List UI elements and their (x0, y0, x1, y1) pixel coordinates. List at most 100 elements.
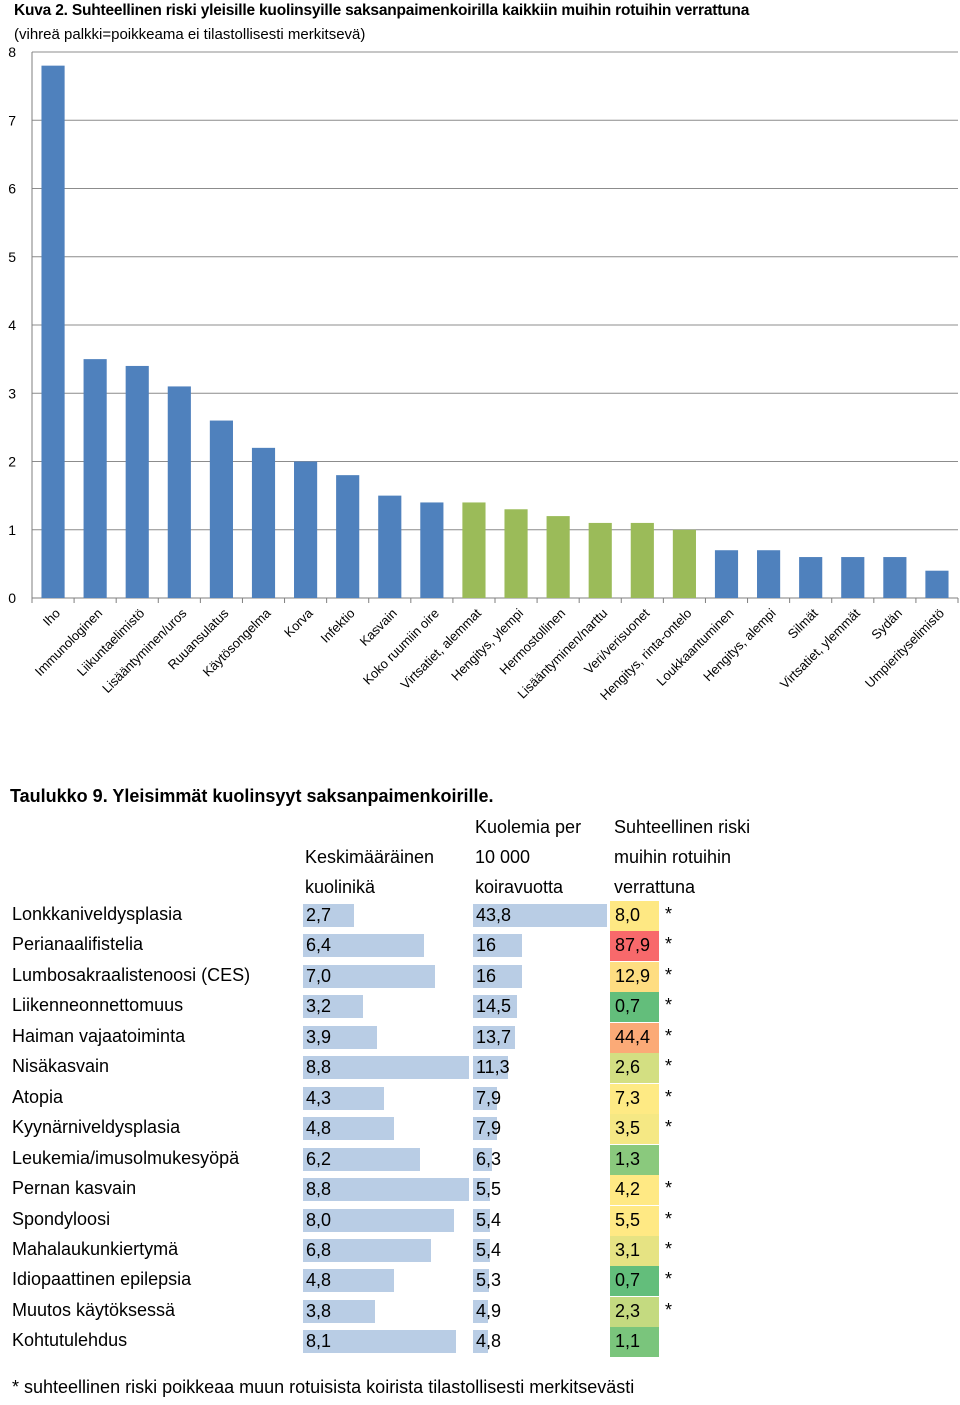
risk-value: 8,0 (615, 905, 641, 925)
risk-value: 44,4 (615, 1026, 651, 1047)
significance-star: * (665, 1086, 673, 1107)
bar-chart: 012345678IhoImmunologinenLiikuntaelimist… (8, 44, 959, 703)
deaths-databar (473, 1086, 498, 1110)
bar-8 (378, 495, 402, 598)
bar-20 (883, 557, 907, 598)
risk-cell: 2,6 (610, 1053, 659, 1084)
age-databar (303, 1299, 375, 1323)
y-tick-label: 3 (8, 385, 16, 401)
x-tick-label: Loukkaantuminen (653, 606, 736, 689)
y-tick-label: 1 (8, 522, 16, 538)
significance-star: * (665, 1238, 673, 1259)
table-row: Lumbosakraalistenoosi (CES) 7,0 16 12,9 * (0, 961, 960, 992)
bar-14 (630, 522, 654, 598)
bar-5 (251, 447, 276, 598)
row-name: Mahalaukunkiertymä (12, 1238, 179, 1259)
deaths-value: 5,4 (476, 1239, 502, 1260)
table-row: Kyynärniveldysplasia 4,8 7,9 3,5 * (0, 1114, 960, 1145)
bar-6 (294, 461, 318, 598)
table-title: Taulukko 9. Yleisimmät kuolinsyyt saksan… (10, 786, 494, 806)
significance-star: * (665, 904, 673, 924)
deaths-value: 4,9 (476, 1300, 502, 1321)
significance-star: * (665, 1299, 673, 1320)
age-databar (303, 1117, 394, 1141)
deaths-databar (473, 1117, 498, 1141)
deaths-databar (473, 1147, 493, 1171)
x-tick-label: Umpierityselimistö (862, 606, 947, 691)
risk-value: 1,1 (615, 1331, 641, 1352)
age-value: 6,4 (306, 935, 332, 956)
bar-0 (41, 65, 65, 598)
table-row: Kohtutulehdus 8,1 4,8 1,1 (0, 1327, 960, 1358)
risk-value: 87,9 (615, 935, 651, 956)
row-name: Idiopaattinen epilepsia (12, 1269, 192, 1290)
y-tick-label: 6 (8, 181, 16, 197)
risk-cell: 8,0 (610, 901, 659, 931)
age-value: 8,8 (306, 1057, 332, 1078)
deaths-value: 11,3 (476, 1057, 510, 1078)
age-value: 6,2 (306, 1148, 332, 1169)
deaths-value: 7,9 (476, 1118, 502, 1139)
table-row: Perianaalifistelia 6,4 16 87,9 * (0, 931, 960, 962)
risk-cell: 12,9 (610, 961, 659, 992)
risk-value: 0,7 (615, 1270, 641, 1291)
significance-star: * (665, 1178, 673, 1199)
deaths-databar (473, 995, 518, 1019)
bar-9 (420, 502, 444, 598)
x-tick-label: Virtsatiet, ylemmät (777, 605, 863, 691)
risk-value: 7,3 (615, 1087, 641, 1108)
age-databar (303, 1056, 469, 1080)
deaths-databar (473, 904, 607, 927)
bar-7 (336, 475, 360, 598)
bar-1 (83, 359, 107, 598)
significance-star: * (665, 1208, 673, 1229)
y-tick-label: 8 (8, 44, 16, 60)
deaths-value: 6,3 (476, 1148, 502, 1169)
deaths-value: 7,9 (476, 1087, 502, 1108)
age-databar (303, 964, 436, 988)
row-name: Nisäkasvain (12, 1056, 110, 1077)
bar-13 (588, 522, 612, 598)
risk-value: 5,5 (615, 1209, 641, 1230)
significance-star: * (665, 964, 673, 985)
row-name: Perianaalifistelia (12, 934, 144, 955)
bar-15 (672, 529, 696, 598)
bar-11 (504, 509, 528, 598)
risk-cell: 0,7 (610, 1266, 659, 1297)
deaths-value: 5,5 (476, 1179, 502, 1200)
row-name: Spondyloosi (12, 1208, 111, 1229)
bar-3 (167, 386, 191, 598)
age-databar (303, 1086, 385, 1110)
age-databar (303, 1025, 377, 1049)
deaths-value: 43,8 (476, 905, 512, 925)
x-tick-label: Koko ruumiin oire (360, 606, 442, 688)
bar-4 (209, 420, 233, 598)
age-databar (303, 1238, 432, 1262)
table-row: Idiopaattinen epilepsia 4,8 5,3 0,7 * (0, 1266, 960, 1297)
age-value: 4,8 (306, 1270, 332, 1291)
table-row: Lonkkaniveldysplasia 2,7 43,8 8,0 * (0, 901, 960, 931)
risk-value: 4,2 (615, 1179, 641, 1200)
table-row: Mahalaukunkiertymä 6,8 5,4 3,1 * (0, 1235, 960, 1266)
y-tick-label: 2 (8, 454, 16, 470)
risk-value: 12,9 (615, 965, 651, 986)
significance-star: * (665, 934, 673, 955)
age-databar (303, 904, 354, 927)
bar-21 (925, 570, 949, 598)
row-name: Atopia (12, 1086, 64, 1107)
x-tick-label: Hengitys, ylempi (448, 605, 526, 683)
row-name: Lumbosakraalistenoosi (CES) (12, 964, 251, 985)
age-databar (303, 934, 424, 958)
risk-value: 0,7 (615, 996, 641, 1017)
risk-cell: 2,3 (610, 1296, 659, 1327)
risk-cell: 7,3 (610, 1083, 659, 1114)
deaths-databar (473, 1178, 490, 1202)
risk-cell: 4,2 (610, 1175, 659, 1206)
x-tick-label: Hengitys, alempi (700, 605, 779, 684)
significance-star: * (665, 1269, 673, 1290)
deaths-value: 4,8 (476, 1331, 502, 1352)
table-row: Pernan kasvain 8,8 5,5 4,2 * (0, 1175, 960, 1206)
y-tick-label: 4 (8, 317, 16, 333)
risk-cell: 1,3 (610, 1144, 659, 1175)
deaths-value: 13,7 (476, 1026, 512, 1047)
